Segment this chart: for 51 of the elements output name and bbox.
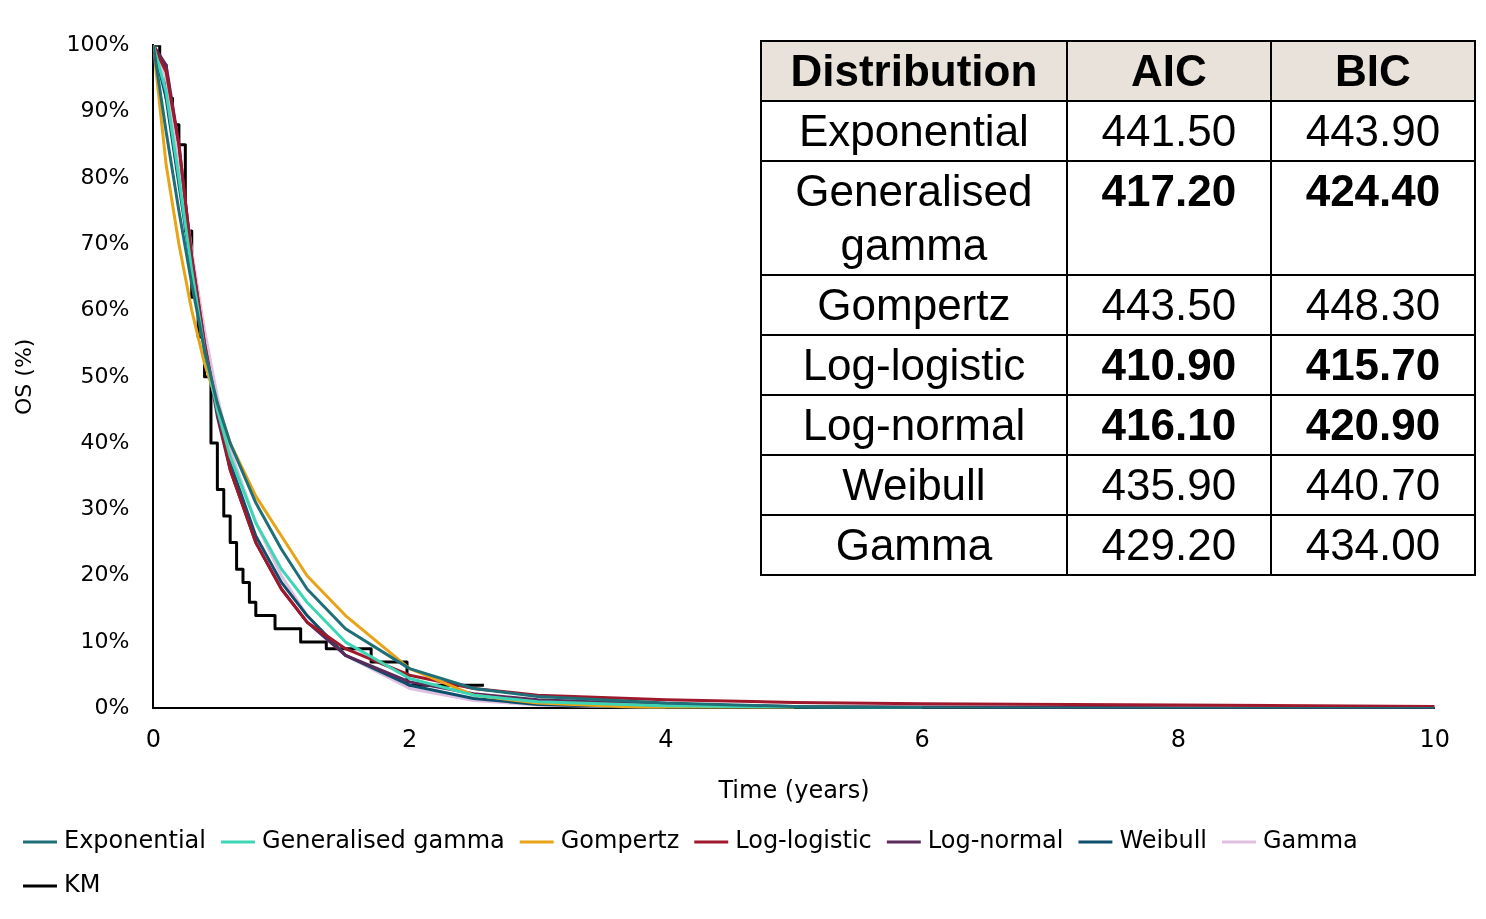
x-tick-label: 0 [145,725,161,754]
annotation: 424.40 [1270,161,1475,275]
annotation: BIC [1270,41,1475,101]
y-axis-title: OS (%) [10,338,36,415]
annotation: 429.20 [1066,515,1271,575]
x-tick-label: 2 [401,725,418,754]
y-tick-label: 80% [80,163,130,189]
annotation: 420.90 [1270,395,1475,455]
x-axis-title: Time (years) [717,775,870,804]
annotation: 441.50 [1066,101,1271,161]
annotation: 443.90 [1270,101,1475,161]
annotation: Generalised gamma [761,161,1067,275]
annotation: 417.20 [1066,161,1271,275]
x-tick-label: 4 [658,725,674,754]
annotation: Log-normal [761,395,1067,455]
y-tick-label: 100% [66,30,130,56]
annotation: AIC [1066,41,1271,101]
annotation: 440.70 [1270,455,1475,515]
annotation: Weibull [761,455,1067,515]
annotation: 410.90 [1066,335,1271,395]
y-tick-label: 30% [80,495,130,521]
legend-label: Gamma [1262,826,1358,855]
y-tick-label: 20% [80,561,130,587]
annotation: 415.70 [1270,335,1475,395]
legend-label: Log-logistic [735,826,872,855]
annotation: Exponential [761,101,1067,161]
legend-label: Weibull [1119,826,1207,855]
y-tick-label: 50% [80,362,130,388]
y-tick-label: 90% [80,97,130,123]
y-tick-label: 0% [94,694,130,720]
annotation: 434.00 [1270,515,1475,575]
annotation: 416.10 [1066,395,1271,455]
annotation: 435.90 [1066,455,1271,515]
y-tick-label: 40% [80,428,130,454]
legend-label: KM [64,870,101,899]
legend-label: Exponential [64,826,206,855]
annotation: Log-logistic [761,335,1067,395]
x-tick-label: 8 [1170,725,1187,754]
x-tick-label: 10 [1419,725,1450,754]
y-tick-label: 10% [80,627,130,653]
y-tick-label: 60% [80,296,130,322]
annotation: 443.50 [1066,275,1271,335]
legend-label: Log-normal [927,826,1064,855]
annotation: Distribution [761,41,1067,101]
legend-label: Generalised gamma [261,826,505,855]
y-tick-label: 70% [80,229,130,255]
annotation: 448.30 [1270,275,1475,335]
annotation: Gompertz [761,275,1067,335]
x-tick-label: 6 [914,725,930,754]
annotation: Gamma [761,515,1067,575]
legend-label: Gompertz [560,826,680,855]
